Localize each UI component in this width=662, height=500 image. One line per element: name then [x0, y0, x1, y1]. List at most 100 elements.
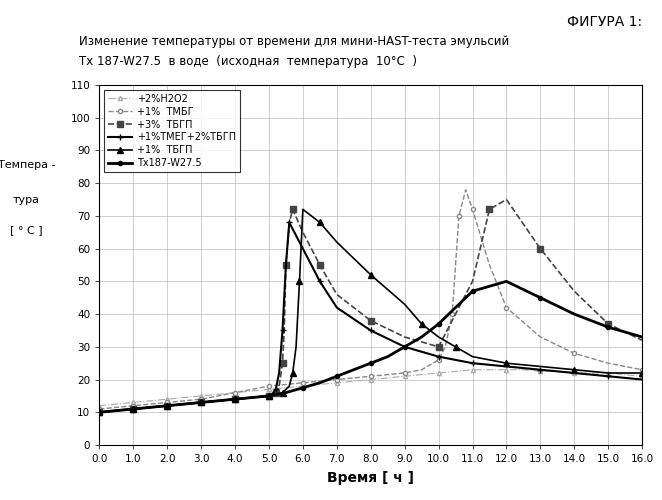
Тх187-W27.5	[333, 374, 341, 380]
+1%  ТБГП	[638, 370, 646, 376]
+3%  ТБГП	[485, 206, 493, 212]
+3%  ТБГП	[146, 404, 154, 410]
+1%  ТМБГ	[129, 402, 137, 408]
Тх187-W27.5	[638, 334, 646, 340]
+1%  ТБГП	[451, 344, 459, 350]
Line: +1%  ТБГП: +1% ТБГП	[97, 206, 645, 415]
+2%H2O2	[214, 392, 222, 398]
+2%H2O2	[231, 390, 239, 396]
Тх187-W27.5	[95, 410, 103, 416]
Тх187-W27.5	[197, 400, 205, 406]
+1%  ТБГП	[418, 321, 426, 327]
+2%H2O2	[163, 396, 171, 402]
+3%  ТБГП	[265, 393, 273, 399]
+1%  ТБГП	[289, 370, 297, 376]
+3%  ТБГП	[280, 328, 288, 334]
+2%H2O2	[248, 388, 256, 394]
+1%  ТБГП	[299, 206, 307, 212]
+2%H2O2	[197, 393, 205, 399]
+1%  ТМБГ	[197, 396, 205, 402]
+2%H2O2	[265, 386, 273, 392]
+1%  ТБГП	[163, 402, 171, 408]
Тх187-W27.5	[113, 408, 120, 414]
+2%H2O2	[401, 374, 408, 380]
+1%  ТМБГ	[502, 304, 510, 310]
Тх187-W27.5	[435, 321, 443, 327]
+3%  ТБГП	[279, 360, 287, 366]
+2%H2O2	[536, 368, 544, 374]
+1%  ТМБГ	[163, 400, 171, 406]
+3%  ТБГП	[197, 400, 205, 406]
+1%  ТМБГ	[604, 360, 612, 366]
+2%H2O2	[621, 372, 629, 378]
Text: Изменение температуры от времени для мини-HAST-теста эмульсий: Изменение температуры от времени для мин…	[79, 35, 510, 48]
+1%  ТМБГ	[570, 350, 579, 356]
+2%H2O2	[604, 370, 612, 376]
Text: Тх 187-W27.5  в воде  (исходная  температура  10°C  ): Тх 187-W27.5 в воде (исходная температур…	[79, 55, 418, 68]
+3%  ТБГП	[129, 406, 137, 412]
+2%H2O2	[418, 372, 426, 378]
+1%ТМЕГ+2%ТБГП	[570, 370, 579, 376]
+3%  ТБГП	[231, 396, 239, 402]
+3%  ТБГП	[333, 292, 341, 298]
+1%ТМЕГ+2%ТБГП	[285, 220, 293, 226]
+1%  ТБГП	[333, 239, 341, 245]
+3%  ТБГП	[163, 402, 171, 408]
+3%  ТБГП	[180, 401, 188, 407]
+2%H2O2	[638, 374, 646, 380]
+1%ТМЕГ+2%ТБГП	[316, 278, 324, 284]
+2%H2O2	[282, 384, 290, 390]
+3%  ТБГП	[95, 410, 103, 416]
+1%  ТМБГ	[536, 334, 544, 340]
Line: +2%H2O2: +2%H2O2	[97, 368, 644, 408]
Тх187-W27.5	[570, 311, 579, 317]
+1%  ТБГП	[248, 394, 256, 400]
+3%  ТБГП	[285, 220, 293, 226]
+3%  ТБГП	[469, 278, 477, 284]
+1%ТМЕГ+2%ТБГП	[502, 364, 510, 370]
+1%  ТМБГ	[384, 372, 392, 378]
Тх187-W27.5	[316, 380, 324, 386]
+1%  ТМБГ	[146, 401, 154, 407]
+2%H2O2	[95, 402, 103, 408]
+1%ТМЕГ+2%ТБГП	[129, 406, 137, 412]
+1%  ТБГП	[285, 383, 293, 389]
Text: тура: тура	[13, 195, 40, 205]
+3%  ТБГП	[367, 318, 375, 324]
+1%ТМЕГ+2%ТБГП	[265, 393, 273, 399]
Тх187-W27.5	[265, 393, 273, 399]
+1%  ТМБГ	[485, 262, 493, 268]
Тх187-W27.5	[418, 334, 426, 340]
Тх187-W27.5	[214, 398, 222, 404]
+1%  ТМБГ	[638, 366, 646, 372]
Тх187-W27.5	[451, 304, 459, 310]
+1%  ТМБГ	[455, 213, 463, 219]
Тх187-W27.5	[299, 384, 307, 390]
+1%ТМЕГ+2%ТБГП	[275, 370, 283, 376]
+1%ТМЕГ+2%ТБГП	[180, 401, 188, 407]
+1%  ТБГП	[231, 396, 239, 402]
+1%ТМЕГ+2%ТБГП	[536, 366, 544, 372]
+3%  ТБГП	[272, 390, 280, 396]
+1%  ТБГП	[95, 410, 103, 416]
+1%  ТБГП	[265, 393, 273, 399]
X-axis label: Время [ ч ]: Время [ ч ]	[327, 471, 414, 485]
+2%H2O2	[451, 368, 459, 374]
Тх187-W27.5	[282, 390, 290, 396]
+1%  ТБГП	[367, 272, 375, 278]
+2%H2O2	[113, 401, 120, 407]
+2%H2O2	[587, 370, 595, 376]
Тх187-W27.5	[146, 404, 154, 410]
Line: Тх187-W27.5: Тх187-W27.5	[97, 280, 644, 414]
+1%  ТМБГ	[435, 357, 443, 363]
Тх187-W27.5	[384, 354, 392, 360]
+1%  ТБГП	[113, 408, 120, 414]
+2%H2O2	[129, 400, 137, 406]
+1%  ТБГП	[214, 398, 222, 404]
+1%  ТМБГ	[113, 404, 120, 410]
+2%H2O2	[485, 366, 493, 372]
+1%ТМЕГ+2%ТБГП	[95, 410, 103, 416]
+1%  ТБГП	[272, 392, 280, 398]
Text: Темпера -: Темпера -	[0, 160, 55, 170]
+3%  ТБГП	[268, 392, 276, 398]
